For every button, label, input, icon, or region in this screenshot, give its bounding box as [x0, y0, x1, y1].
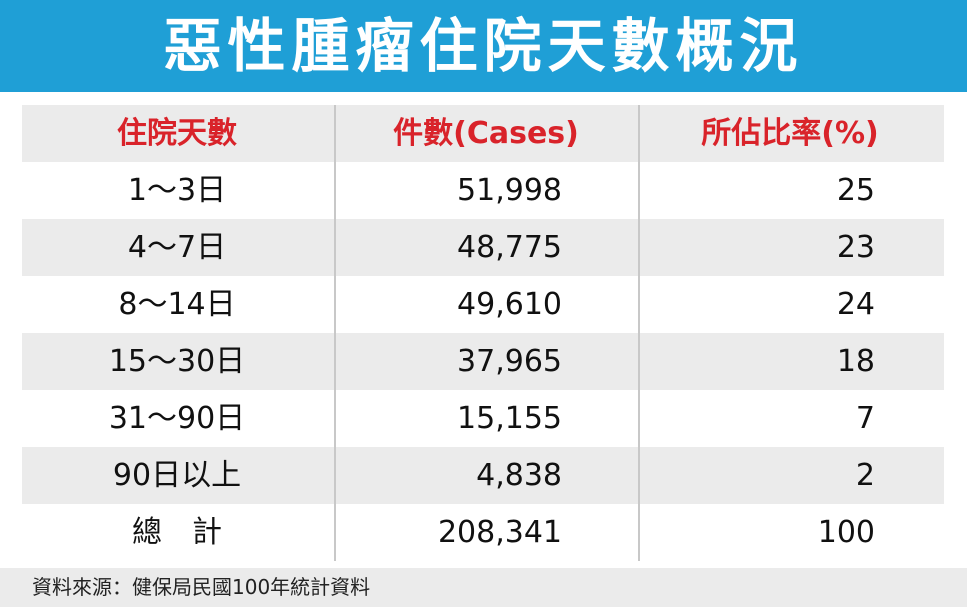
total-cases-value: 208,341 — [437, 515, 562, 550]
ratio-cell: 25 — [640, 162, 940, 219]
cases-cell: 4,838 — [336, 447, 636, 504]
table-row: 15～30日 37,965 18 — [22, 333, 944, 390]
ratio-value: 7 — [855, 401, 875, 436]
days-cell: 15～30日 — [108, 344, 246, 379]
ratio-cell: 18 — [640, 333, 940, 390]
cases-cell: 15,155 — [336, 390, 636, 447]
days-cell: 4～7日 — [127, 230, 227, 265]
table-row: 90日以上 4,838 2 — [22, 447, 944, 504]
cases-value: 15,155 — [457, 401, 562, 436]
cases-value: 51,998 — [457, 173, 562, 208]
header-ratio: 所佔比率(%) — [701, 116, 879, 151]
ratio-value: 23 — [836, 230, 875, 265]
table-total-row: 總 計 208,341 100 — [22, 504, 944, 561]
cases-cell: 208,341 — [336, 504, 636, 561]
table-row: 8～14日 49,610 24 — [22, 276, 944, 333]
ratio-cell: 100 — [640, 504, 940, 561]
column-divider — [638, 105, 640, 561]
ratio-cell: 2 — [640, 447, 940, 504]
header-days: 住院天數 — [117, 116, 237, 151]
cases-value: 49,610 — [457, 287, 562, 322]
days-cell: 1～3日 — [127, 173, 227, 208]
source-note: 資料來源：健保局民國100年統計資料 — [32, 575, 371, 599]
ratio-value: 18 — [836, 344, 875, 379]
cases-value: 4,838 — [476, 458, 562, 493]
table-row: 4～7日 48,775 23 — [22, 219, 944, 276]
ratio-value: 25 — [836, 173, 875, 208]
column-divider — [334, 105, 336, 561]
table-row: 1～3日 51,998 25 — [22, 162, 944, 219]
table-header-row: 住院天數 件數(Cases) 所佔比率(%) — [22, 105, 944, 162]
ratio-value: 2 — [855, 458, 875, 493]
ratio-cell: 7 — [640, 390, 940, 447]
days-cell: 90日以上 — [112, 458, 242, 493]
ratio-cell: 24 — [640, 276, 940, 333]
ratio-value: 24 — [836, 287, 875, 322]
cases-cell: 51,998 — [336, 162, 636, 219]
cases-value: 37,965 — [457, 344, 562, 379]
table-row: 31～90日 15,155 7 — [22, 390, 944, 447]
data-table: 住院天數 件數(Cases) 所佔比率(%) 1～3日 51,998 25 4～… — [22, 105, 944, 561]
total-ratio-value: 100 — [817, 515, 875, 550]
chart-title: 惡性腫瘤住院天數概況 — [0, 0, 967, 92]
cases-value: 48,775 — [457, 230, 562, 265]
days-cell: 31～90日 — [108, 401, 246, 436]
cases-cell: 48,775 — [336, 219, 636, 276]
days-cell: 8～14日 — [118, 287, 236, 322]
source-bar — [0, 568, 967, 607]
cases-cell: 37,965 — [336, 333, 636, 390]
total-label: 總 計 — [132, 515, 222, 550]
header-cases: 件數(Cases) — [393, 116, 579, 151]
ratio-cell: 23 — [640, 219, 940, 276]
cases-cell: 49,610 — [336, 276, 636, 333]
